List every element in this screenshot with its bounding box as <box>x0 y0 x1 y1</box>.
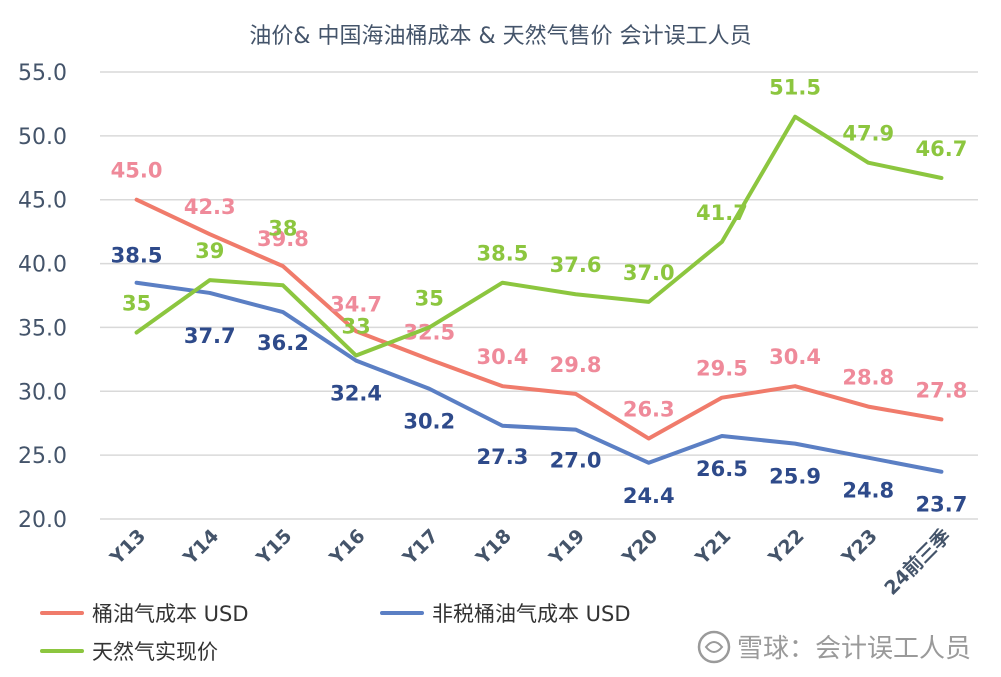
legend-label: 非税桶油气成本 USD <box>432 602 631 626</box>
data-label: 28.8 <box>842 366 894 390</box>
data-label: 30.4 <box>769 345 821 369</box>
legend-item: 非税桶油气成本 USD <box>380 598 631 628</box>
x-tick-label: Y18 <box>471 525 516 570</box>
x-tick-label: Y20 <box>618 525 663 570</box>
chart-title: 油价& 中国海油桶成本 & 天然气售价 会计误工人员 <box>249 24 752 49</box>
x-tick-label: Y16 <box>325 525 370 570</box>
series-line <box>134 280 944 474</box>
data-label: 30.4 <box>477 345 529 369</box>
data-label: 32.4 <box>330 382 382 406</box>
watermark: 雪球：会计误工人员 <box>697 628 971 665</box>
watermark-text: 雪球：会计误工人员 <box>736 634 971 664</box>
data-label: 24.4 <box>623 484 675 508</box>
legend-swatch <box>40 649 84 653</box>
data-label: 38 <box>268 216 297 240</box>
data-label: 36.2 <box>257 331 309 355</box>
data-label: 23.7 <box>916 493 968 517</box>
data-label: 35 <box>122 292 151 316</box>
data-label: 38.5 <box>111 244 163 268</box>
data-label: 24.8 <box>842 479 894 503</box>
x-tick-label: Y19 <box>544 525 589 570</box>
data-label: 39.8 <box>257 227 309 251</box>
y-tick-label: 25.0 <box>18 444 67 469</box>
data-label: 42.3 <box>184 195 236 219</box>
data-label: 29.8 <box>550 353 602 377</box>
y-tick-label: 20.0 <box>18 508 67 533</box>
legend: 桶油气成本 USD 非税桶油气成本 USD 天然气实现价 <box>40 598 740 673</box>
x-tick-label: Y17 <box>398 525 443 570</box>
y-tick-label: 30.0 <box>18 380 67 405</box>
data-label: 27.8 <box>916 378 968 402</box>
series-line <box>134 114 944 358</box>
x-tick-label: Y21 <box>691 525 736 570</box>
y-tick-label: 50.0 <box>18 125 67 150</box>
data-label: 27.0 <box>550 449 602 473</box>
data-label: 26.3 <box>623 398 675 422</box>
data-label: 26.5 <box>696 457 748 481</box>
series-line <box>134 197 944 441</box>
data-label: 35 <box>415 286 444 310</box>
data-label: 38.5 <box>477 242 529 266</box>
data-label: 51.5 <box>769 76 821 100</box>
snowball-logo-icon <box>697 630 731 663</box>
y-tick-label: 45.0 <box>18 189 67 214</box>
y-tick-label: 35.0 <box>18 316 67 341</box>
data-label: 30.2 <box>403 410 455 434</box>
data-label: 39 <box>195 239 224 263</box>
data-label: 37.6 <box>550 253 602 277</box>
data-label: 33 <box>341 315 370 339</box>
data-label: 47.9 <box>842 122 894 146</box>
legend-item: 桶油气成本 USD <box>40 598 249 628</box>
data-label: 29.5 <box>696 357 748 381</box>
legend-label: 天然气实现价 <box>92 640 218 664</box>
legend-label: 桶油气成本 USD <box>92 602 249 626</box>
legend-item: 天然气实现价 <box>40 636 218 666</box>
data-label: 45.0 <box>111 159 163 183</box>
y-tick-label: 40.0 <box>18 253 67 278</box>
x-tick-label: Y13 <box>105 525 150 570</box>
x-tick-label: 24前三季 <box>880 524 955 599</box>
data-label: 46.7 <box>916 137 968 161</box>
x-tick-label: Y15 <box>252 525 297 570</box>
data-label: 37.0 <box>623 261 675 285</box>
x-tick-label: Y23 <box>837 525 882 570</box>
legend-swatch <box>380 611 424 615</box>
data-label: 27.3 <box>477 445 529 469</box>
data-label: 37.7 <box>184 324 236 348</box>
y-tick-label: 55.0 <box>18 61 67 86</box>
x-tick-label: Y14 <box>179 525 224 570</box>
data-label: 25.9 <box>769 465 821 489</box>
legend-swatch <box>40 611 84 615</box>
data-label: 41.7 <box>696 201 748 225</box>
x-tick-label: Y22 <box>764 525 809 570</box>
data-label: 34.7 <box>330 292 382 316</box>
